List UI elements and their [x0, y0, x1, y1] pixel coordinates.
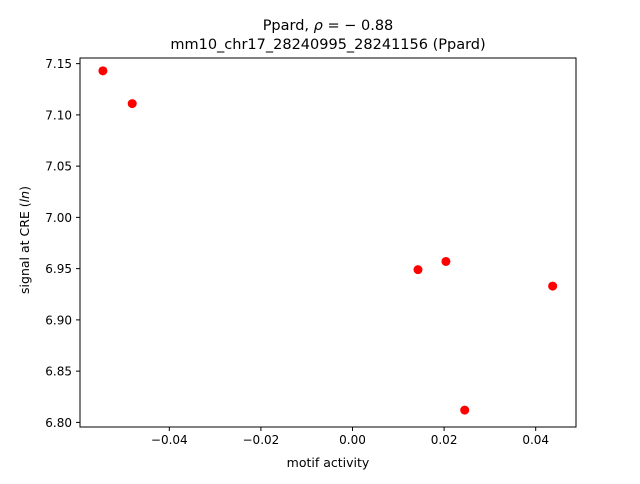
chart-title-line1: Ppard, ρ = − 0.88 — [263, 18, 394, 34]
x-tick-label-1: −0.02 — [243, 433, 280, 447]
y-tick-label-2: 6.90 — [45, 313, 72, 327]
y-tick-label-4: 7.00 — [45, 211, 72, 225]
data-point-0 — [98, 66, 108, 76]
x-tick-label-2: 0.00 — [339, 433, 366, 447]
x-tick-label-3: 0.02 — [431, 433, 458, 447]
y-tick-label-0: 6.80 — [45, 416, 72, 430]
y-tick-label-6: 7.10 — [45, 108, 72, 122]
x-tick-label-4: 0.04 — [522, 433, 549, 447]
plot-frame — [79, 57, 577, 428]
chart-title-line2: mm10_chr17_28240995_28241156 (Ppard) — [170, 37, 485, 53]
data-point-2 — [413, 265, 423, 275]
y-axis-label: signal at CRE (ln) — [17, 186, 32, 294]
data-point-3 — [441, 256, 451, 266]
y-tick-label-7: 7.15 — [45, 57, 72, 71]
y-tick-label-5: 7.05 — [45, 160, 72, 174]
y-tick-label-1: 6.85 — [45, 365, 72, 379]
x-axis-label: motif activity — [287, 455, 370, 470]
plot-area: −0.04 −0.02 0.00 0.02 0.04 6.80 6.85 6.90 6.95 7.… — [45, 57, 577, 447]
data-point-4 — [460, 405, 470, 415]
data-point-1 — [127, 99, 137, 109]
data-point-5 — [548, 281, 558, 291]
y-tick-label-3: 6.95 — [45, 262, 72, 276]
x-tick-label-0: −0.04 — [151, 433, 188, 447]
